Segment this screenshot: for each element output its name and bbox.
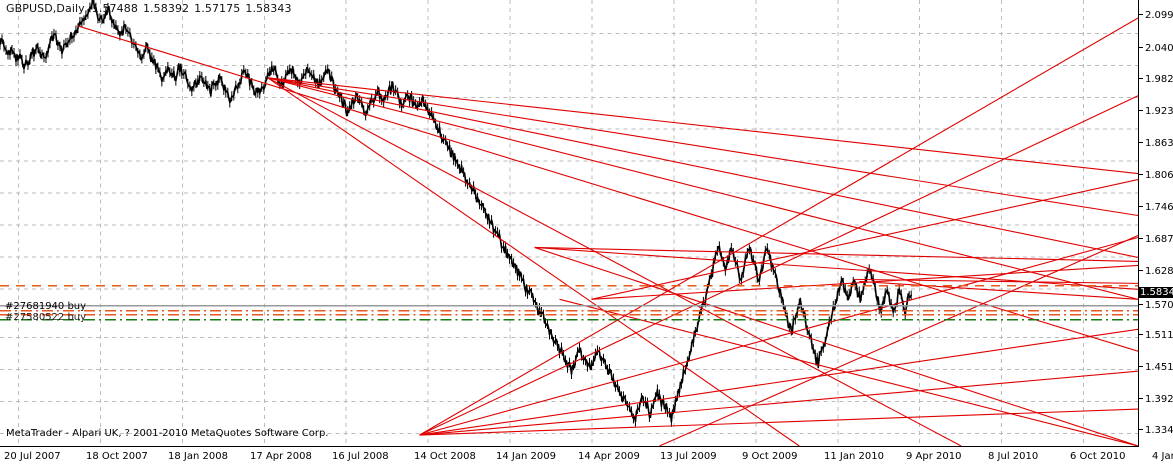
order-level-lines[interactable] <box>0 0 1138 446</box>
time-tick: 6 Oct 2010 <box>1070 451 1126 462</box>
price-tick: 1.33460 <box>1139 425 1173 436</box>
time-tick: 8 Jul 2010 <box>988 451 1039 462</box>
price-tick: 2.04020 <box>1139 43 1173 54</box>
time-tick: 20 Jul 2007 <box>4 451 61 462</box>
chart-plot-area[interactable]: #27681940 buy #27580522 buy MetaTrader -… <box>0 0 1139 447</box>
chart-header: GBPUSD,Daily 1.57488 1.58392 1.57175 1.58343 <box>6 2 297 15</box>
time-tick: 9 Apr 2010 <box>906 451 962 462</box>
time-tick: 18 Jan 2008 <box>168 451 228 462</box>
price-tick: 1.92320 <box>1139 106 1173 117</box>
price-axis[interactable]: 2.09960 2.04020 1.98260 1.92320 1.86380 1.806… <box>1139 0 1173 447</box>
time-tick: 14 Apr 2009 <box>578 451 640 462</box>
ohlc-low: 1.57175 <box>194 2 241 15</box>
time-axis[interactable]: 20 Jul 2007 18 Oct 2007 18 Jan 2008 17 Apr … <box>0 447 1173 468</box>
time-tick: 4 Jan 2011 <box>1152 451 1173 462</box>
price-tick: 1.39220 <box>1139 394 1173 405</box>
trendlines[interactable] <box>0 0 1138 446</box>
price-tick: 2.09960 <box>1139 10 1173 21</box>
price-tick: 1.51100 <box>1139 330 1173 341</box>
time-tick: 11 Jan 2010 <box>824 451 884 462</box>
time-tick: 16 Jul 2008 <box>332 451 389 462</box>
price-tick: 1.86380 <box>1139 138 1173 149</box>
time-tick: 14 Oct 2008 <box>414 451 476 462</box>
order-label-buy-2[interactable]: #27580522 buy <box>5 312 87 323</box>
status-bar-text: MetaTrader - Alpari UK, ? 2001-2010 Meta… <box>6 428 329 439</box>
time-tick: 13 Jul 2009 <box>660 451 717 462</box>
order-label-buy[interactable]: #27681940 buy <box>5 301 87 312</box>
ohlc-open: 1.57488 <box>91 2 138 15</box>
price-tick: 1.68740 <box>1139 234 1173 245</box>
bid-price-label: 1.58343 <box>1139 286 1173 298</box>
time-tick: 17 Apr 2008 <box>250 451 312 462</box>
ohlc-high: 1.58392 <box>142 2 190 15</box>
price-tick: 1.98260 <box>1139 74 1173 85</box>
ohlc-close: 1.58343 <box>245 2 292 15</box>
time-tick: 9 Oct 2009 <box>742 451 798 462</box>
symbol-period-label: GBPUSD,Daily <box>6 2 85 15</box>
price-tick: 1.74680 <box>1139 202 1173 213</box>
price-tick: 1.62800 <box>1139 266 1173 277</box>
time-tick: 14 Jan 2009 <box>496 451 556 462</box>
ask-price-label: 1.57040 <box>1139 300 1173 311</box>
price-tick: 1.80620 <box>1139 170 1173 181</box>
time-tick: 18 Oct 2007 <box>86 451 148 462</box>
price-tick: 1.45160 <box>1139 362 1173 373</box>
